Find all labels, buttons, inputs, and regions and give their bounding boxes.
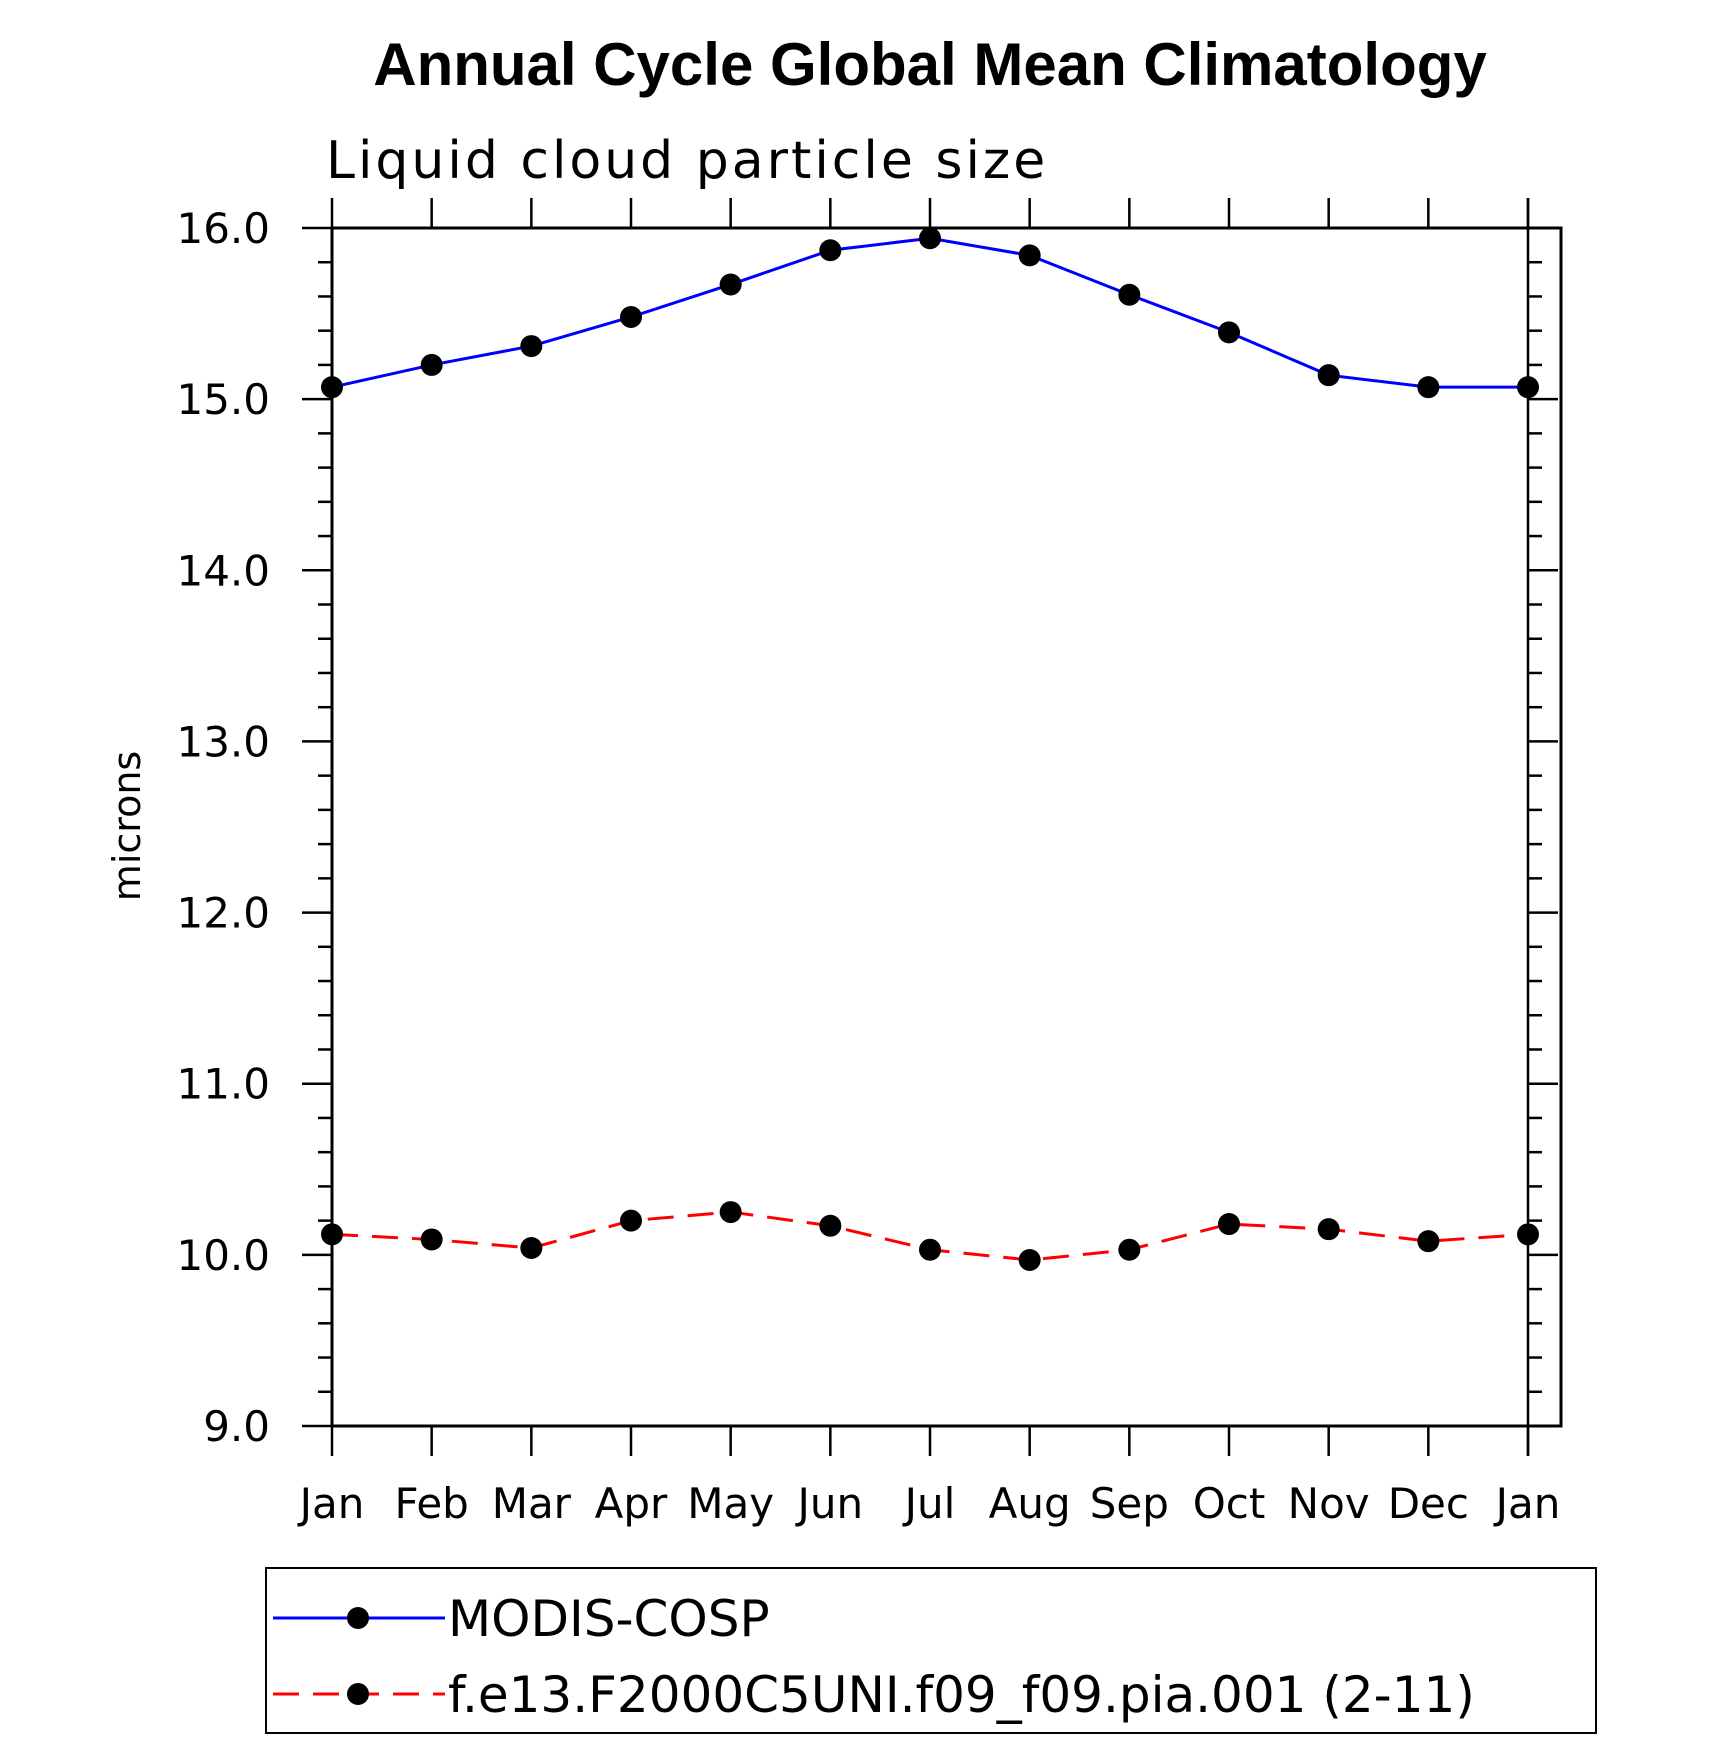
- y-tick-label: 9.0: [203, 1402, 270, 1451]
- series-layer: [321, 227, 1539, 1271]
- y-tick-label: 15.0: [176, 375, 270, 424]
- data-point: [919, 1238, 941, 1261]
- x-tick-label: Mar: [492, 1479, 572, 1528]
- series-line: [331, 236, 1528, 389]
- x-tick-label: Nov: [1288, 1479, 1370, 1528]
- y-tick-label: 12.0: [176, 889, 270, 938]
- legend: MODIS-COSP f.e13.F2000C5UNI.f09_f09.pia.0…: [265, 1567, 1597, 1734]
- x-tick-label: Oct: [1193, 1479, 1266, 1528]
- data-point: [1218, 321, 1240, 344]
- x-tick-label: May: [687, 1479, 774, 1528]
- axis-ticks: [302, 198, 1558, 1456]
- legend-item: MODIS-COSP: [273, 1590, 770, 1648]
- x-tick-label: Jul: [902, 1479, 956, 1528]
- x-tick-label: Jun: [795, 1479, 864, 1528]
- data-point: [719, 273, 742, 296]
- data-point: [1317, 1218, 1340, 1241]
- data-point: [1517, 1223, 1539, 1246]
- data-point: [420, 353, 443, 376]
- data-point: [1118, 1238, 1141, 1261]
- data-point: [1417, 1230, 1440, 1253]
- y-tick-label: 14.0: [176, 546, 270, 595]
- legend-items: MODIS-COSP f.e13.F2000C5UNI.f09_f09.pia.0…: [273, 1590, 1475, 1724]
- series-1: [321, 227, 1539, 399]
- data-point: [1018, 1248, 1041, 1271]
- data-point: [620, 305, 642, 328]
- x-tick-labels: Jan Feb Mar Apr May Jun Jul Aug Sep Oct Nov Dec Jan: [297, 1479, 1561, 1528]
- data-point: [919, 227, 941, 250]
- data-point: [819, 1214, 842, 1237]
- data-point: [1218, 1213, 1240, 1236]
- x-tick-label: Jan: [1493, 1479, 1561, 1528]
- y-tick-label: 16.0: [176, 204, 270, 253]
- legend-label: f.e13.F2000C5UNI.f09_f09.pia.001 (2-11): [448, 1666, 1475, 1724]
- legend-marker: [347, 1607, 369, 1629]
- legend-item: f.e13.F2000C5UNI.f09_f09.pia.001 (2-11): [273, 1666, 1475, 1724]
- data-point: [321, 1223, 343, 1246]
- data-point: [1018, 244, 1041, 267]
- data-point: [420, 1228, 443, 1251]
- plot-frame: [330, 226, 1563, 1428]
- data-point: [719, 1201, 742, 1224]
- legend-marker: [347, 1683, 369, 1705]
- y-tick-label: 11.0: [176, 1060, 270, 1109]
- y-tick-label: 10.0: [176, 1231, 270, 1280]
- y-axis-label: microns: [105, 751, 149, 901]
- x-tick-label: Jan: [297, 1479, 365, 1528]
- data-point: [620, 1209, 642, 1232]
- x-tick-label: Dec: [1388, 1479, 1469, 1528]
- data-point: [1417, 376, 1440, 399]
- data-point: [1517, 376, 1539, 399]
- data-point: [321, 376, 343, 399]
- x-tick-label: Feb: [394, 1479, 468, 1528]
- data-point: [1118, 283, 1141, 306]
- data-point: [1317, 364, 1340, 387]
- data-point: [520, 335, 543, 358]
- data-point: [520, 1237, 543, 1260]
- legend-label: MODIS-COSP: [448, 1590, 770, 1648]
- x-tick-label: Apr: [595, 1479, 668, 1528]
- x-tick-label: Aug: [989, 1479, 1071, 1528]
- legend-box: [265, 1567, 1597, 1734]
- chart-subtitle: Liquid cloud particle size: [326, 131, 1048, 191]
- x-tick-label: Sep: [1090, 1479, 1169, 1528]
- y-tick-labels: 9.0 10.0 11.0 12.0 13.0 14.0 15.0 16.0: [176, 204, 270, 1451]
- data-point: [819, 239, 842, 262]
- y-tick-label: 13.0: [176, 717, 270, 766]
- chart-title: Annual Cycle Global Mean Climatology: [373, 31, 1487, 98]
- series-2: [321, 1201, 1539, 1271]
